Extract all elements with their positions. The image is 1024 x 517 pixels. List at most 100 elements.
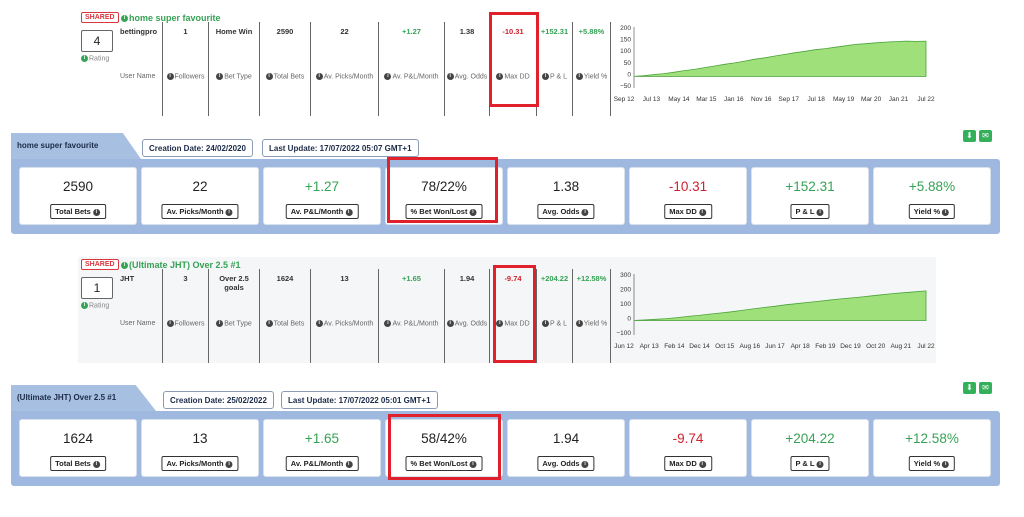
x-tick-label: Sep 12 <box>614 96 635 103</box>
picks-month-cell: 13 i Av. Picks/Month <box>311 269 379 363</box>
stat-label[interactable]: Av. P&L/Month i <box>285 456 359 471</box>
x-tick-label: Apr 18 <box>791 343 811 350</box>
panel-tab[interactable]: home super favourite <box>11 133 141 159</box>
x-tick-label: Oct 20 <box>866 343 886 350</box>
info-icon: i <box>942 208 950 216</box>
pl-month-value: +1.65 <box>402 274 421 283</box>
panel-tab[interactable]: (Ultimate JHT) Over 2.5 #1 <box>11 385 156 411</box>
picks-month-value: 13 <box>340 274 349 283</box>
stat-label[interactable]: Total Bets i <box>50 456 106 471</box>
stats-card-strip: 1624 Total Bets i 13 Av. Picks/Month i +1.65 Av… <box>11 411 1000 486</box>
username-link[interactable]: JHT <box>120 274 135 283</box>
info-icon: i <box>216 320 224 327</box>
yield-label: i Yield % <box>573 73 610 80</box>
x-tick-label: Oct 15 <box>715 343 735 350</box>
info-icon: i <box>315 73 323 80</box>
info-icon: i <box>81 302 88 309</box>
y-tick-label: 200 <box>620 25 631 32</box>
picks-month-label: i Av. Picks/Month <box>311 73 378 80</box>
user-cell: bettingpro User Name <box>118 22 163 116</box>
pl-value: +152.31 <box>540 27 569 36</box>
tipster-detail-panel: (Ultimate JHT) Over 2.5 #1 Creation Date… <box>11 382 1000 487</box>
info-icon: i <box>265 73 273 80</box>
stat-value: 13 <box>192 431 208 446</box>
stat-value: +152.31 <box>785 179 835 194</box>
stat-card: 22 Av. Picks/Month i <box>141 167 259 225</box>
x-tick-label: Jun 17 <box>765 343 785 350</box>
tipster-title[interactable]: i home super favourite <box>121 13 221 23</box>
stat-value: 58/42% <box>421 431 467 446</box>
stat-label[interactable]: Av. Picks/Month i <box>161 456 239 471</box>
rank-box: 1 <box>81 277 113 299</box>
download-icon[interactable]: ⬇ <box>963 382 976 394</box>
creation-date-chip: Creation Date: 25/02/2022 <box>163 391 274 409</box>
stat-label[interactable]: Total Bets i <box>50 204 106 219</box>
username-link[interactable]: bettingpro <box>120 27 158 36</box>
panel-actions: ⬇ ✉ <box>963 382 992 394</box>
stat-value: -9.74 <box>672 431 704 446</box>
mail-icon[interactable]: ✉ <box>979 382 992 394</box>
total-bets-cell: 1624 i Total Bets <box>260 269 311 363</box>
stat-card: 1.94 Avg. Odds i <box>507 419 625 477</box>
x-tick-label: Jul 13 <box>643 96 661 103</box>
x-tick-label: Apr 13 <box>640 343 660 350</box>
x-tick-label: Mar 20 <box>861 96 882 103</box>
stat-value: +204.22 <box>785 431 835 446</box>
followers-cell: 3 i Followers <box>163 269 209 363</box>
info-icon: i <box>581 460 589 468</box>
y-tick-label: 100 <box>620 48 631 55</box>
info-icon: i <box>384 73 392 80</box>
tipster-row: SHARED i (Ultimate JHT) Over 2.5 #1 1 i Ra… <box>78 257 936 363</box>
stat-value: 78/22% <box>421 179 467 194</box>
info-icon: i <box>698 208 706 216</box>
stat-label[interactable]: Avg. Odds i <box>537 456 595 471</box>
x-tick-label: Sep 17 <box>778 96 799 103</box>
info-icon: i <box>698 460 706 468</box>
stat-value: 1.94 <box>552 431 580 446</box>
rating-label: i Rating <box>81 55 109 62</box>
x-tick-label: Jun 12 <box>614 343 634 350</box>
x-tick-label: Jul 18 <box>808 96 826 103</box>
info-icon: i <box>816 460 824 468</box>
stat-label[interactable]: Av. P&L/Month i <box>285 204 359 219</box>
stat-label[interactable]: Avg. Odds i <box>537 204 595 219</box>
pl-area-series <box>633 290 927 321</box>
stat-card: 1.38 Avg. Odds i <box>507 167 625 225</box>
stat-label[interactable]: Av. Picks/Month i <box>161 204 239 219</box>
stat-label[interactable]: Max DD i <box>664 204 712 219</box>
stat-label[interactable]: Yield % i <box>908 456 956 471</box>
total-bets-label: i Total Bets <box>260 320 310 327</box>
x-tick-label: Dec 19 <box>840 343 861 350</box>
tipster-title[interactable]: i (Ultimate JHT) Over 2.5 #1 <box>121 260 241 270</box>
stat-card: +1.65 Av. P&L/Month i <box>263 419 381 477</box>
shared-badge: SHARED <box>81 259 119 270</box>
info-icon: i <box>265 320 273 327</box>
stat-label[interactable]: % Bet Won/Lost i <box>405 456 483 471</box>
stat-label[interactable]: % Bet Won/Lost i <box>405 204 483 219</box>
stat-value: +1.27 <box>304 179 340 194</box>
x-tick-label: Aug 16 <box>740 343 761 350</box>
picks-month-label: i Av. Picks/Month <box>311 320 378 327</box>
max-dd-cell: -9.74 i Max DD <box>490 269 537 363</box>
bet-type-value: Over 2.5 goals <box>219 274 249 292</box>
download-icon[interactable]: ⬇ <box>963 130 976 142</box>
x-tick-label: May 14 <box>668 96 690 103</box>
odds-value: 1.38 <box>459 27 475 36</box>
max-dd-cell: -10.31 i Max DD <box>490 22 537 116</box>
info-icon: i <box>121 15 128 23</box>
mail-icon[interactable]: ✉ <box>979 130 992 142</box>
picks-month-cell: 22 i Av. Picks/Month <box>311 22 379 116</box>
x-tick-label: Jul 22 <box>917 96 935 103</box>
stat-label[interactable]: Yield % i <box>908 204 956 219</box>
info-icon: i <box>92 208 100 216</box>
x-tick-label: Feb 14 <box>664 343 685 350</box>
stat-label[interactable]: Max DD i <box>664 456 712 471</box>
info-icon: i <box>81 55 88 62</box>
stat-card: -9.74 Max DD i <box>629 419 747 477</box>
x-tick-label: Jul 22 <box>917 343 935 350</box>
